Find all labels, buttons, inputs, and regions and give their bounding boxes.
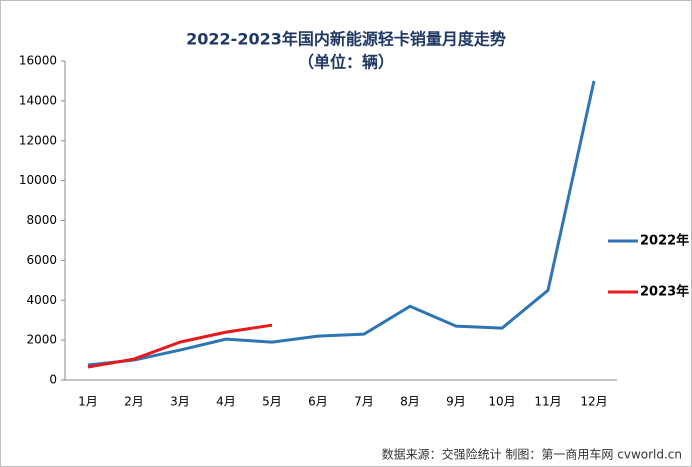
x-tick-label: 11月: [534, 395, 561, 409]
y-tick-label: 6000: [26, 253, 57, 267]
x-tick-label: 8月: [400, 395, 420, 409]
y-tick-label: 12000: [19, 133, 57, 147]
y-tick-label: 14000: [19, 93, 57, 107]
series-line: [87, 323, 273, 369]
x-tick-label: 12月: [580, 395, 607, 409]
y-tick-label: 4000: [26, 293, 57, 307]
chart-title: 2022-2023年国内新能源轻卡销量月度走势: [186, 30, 506, 49]
chart-subtitle: （单位：辆）: [298, 53, 394, 72]
x-tick-label: 10月: [488, 395, 515, 409]
x-tick-label: 1月: [78, 395, 98, 409]
y-tick-label: 8000: [26, 213, 57, 227]
legend-label: 2023年: [640, 284, 689, 300]
y-tick-label: 10000: [19, 173, 57, 187]
y-tick-label: 0: [49, 373, 57, 387]
y-tick-label: 16000: [19, 54, 57, 68]
legend-label: 2022年: [640, 233, 689, 249]
x-tick-label: 5月: [262, 395, 282, 409]
y-tick-label: 2000: [26, 333, 57, 347]
source: 数据来源：交强险统计 制图：第一商用车网 cvworld.cn: [382, 447, 682, 462]
x-tick-label: 2月: [124, 395, 144, 409]
x-tick-label: 4月: [216, 395, 236, 409]
x-tick-label: 9月: [446, 395, 466, 409]
x-tick-label: 7月: [354, 395, 374, 409]
x-tick-label: 3月: [170, 395, 190, 409]
series-line: [87, 80, 596, 367]
x-tick-label: 6月: [308, 395, 328, 409]
